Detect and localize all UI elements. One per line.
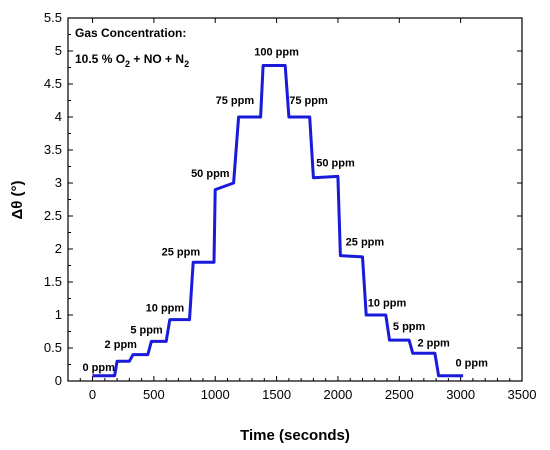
axis-ticks: 0 500 1000 1500 2000 2500 3000 3500 0 0.5 1 1.5 2 2.5… [44, 10, 537, 402]
y-tick-label: 0 [55, 373, 62, 388]
concentration-label: 75 ppm [216, 95, 255, 107]
concentration-label: 2 ppm [105, 339, 138, 351]
x-axis-title: Time (seconds) [240, 427, 350, 444]
x-tick-label: 3000 [446, 387, 475, 402]
concentration-label: 25 ppm [346, 237, 385, 249]
y-tick-label: 5.5 [44, 10, 62, 25]
legend-sub-2: 2 [184, 59, 189, 69]
y-tick-label: 2 [55, 241, 62, 256]
x-tick-label: 0 [89, 387, 96, 402]
concentration-label: 10 ppm [368, 297, 407, 309]
x-tick-label: 500 [143, 387, 165, 402]
concentration-label: 2 ppm [417, 338, 450, 350]
y-tick-label: 1 [55, 307, 62, 322]
concentration-label: 10 ppm [146, 303, 185, 315]
x-tick-label: 1000 [201, 387, 230, 402]
concentration-label: 75 ppm [289, 95, 328, 107]
y-tick-label: 0.5 [44, 340, 62, 355]
y-tick-label: 4.5 [44, 76, 62, 91]
concentration-label: 0 ppm [82, 362, 115, 374]
x-tick-label: 1500 [262, 387, 291, 402]
concentration-label: 25 ppm [162, 247, 201, 259]
concentration-label: 50 ppm [191, 168, 230, 180]
y-tick-label: 3.5 [44, 142, 62, 157]
y-tick-label: 4 [55, 109, 62, 124]
x-tick-label: 2000 [323, 387, 352, 402]
y-tick-label: 5 [55, 43, 62, 58]
x-tick-label: 2500 [385, 387, 414, 402]
series-line [92, 64, 464, 378]
legend-middle: + NO + N [130, 52, 184, 66]
concentration-label: 50 ppm [316, 158, 355, 170]
y-tick-label: 2.5 [44, 208, 62, 223]
y-axis-title: Δθ (°) [9, 180, 26, 219]
legend-prefix: 10.5 % O [75, 52, 125, 66]
concentration-label: 5 ppm [130, 324, 163, 336]
y-tick-label: 3 [55, 175, 62, 190]
y-tick-label: 1.5 [44, 274, 62, 289]
concentration-label: 5 ppm [393, 321, 426, 333]
data-series [92, 64, 464, 378]
x-tick-label: 3500 [508, 387, 537, 402]
legend-sub-1: 2 [125, 59, 130, 69]
concentration-label: 100 ppm [254, 47, 299, 59]
concentration-label: 0 ppm [455, 357, 488, 369]
legend-title: Gas Concentration: [75, 26, 186, 40]
legend-composition: 10.5 % O2 + NO + N2 [75, 52, 189, 69]
